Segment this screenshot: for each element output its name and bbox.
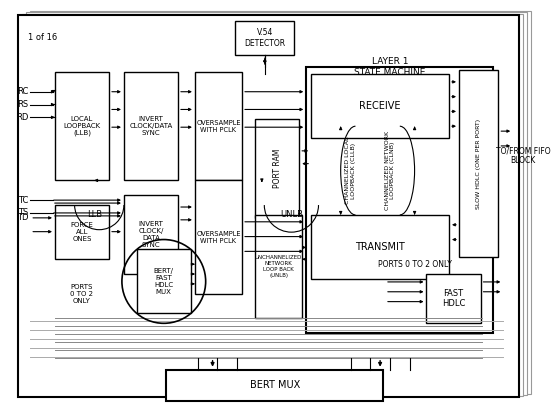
Text: UNCHANNELIZED
NETWORK
LOOP BACK
(UNLB): UNCHANNELIZED NETWORK LOOP BACK (UNLB) [255,256,302,278]
Text: BERT/
FAST
HDLC
MUX: BERT/ FAST HDLC MUX [154,268,174,295]
Text: RS: RS [17,100,28,109]
Bar [55,72,109,181]
Text: PORTS 0 TO 2 ONLY: PORTS 0 TO 2 ONLY [377,260,452,269]
Text: OVERSAMPLE
WITH PCLK: OVERSAMPLE WITH PCLK [196,120,241,133]
Text: TS: TS [18,208,28,217]
Text: RD: RD [16,113,28,122]
Text: FAST
HDLC: FAST HDLC [442,289,465,308]
Text: OVERSAMPLE
WITH PCLK: OVERSAMPLE WITH PCLK [196,231,241,244]
Text: RECEIVE: RECEIVE [359,101,401,111]
Text: INVERT
CLOCK/DATA
SYNC: INVERT CLOCK/DATA SYNC [129,116,173,136]
Bar [255,119,299,218]
Text: RC: RC [17,87,28,96]
Bar [195,72,242,181]
Text: TC: TC [18,196,28,205]
Text: CHANNELIZED LOCAL
LOOPBACK (CLLB): CHANNELIZED LOCAL LOOPBACK (CLLB) [345,137,356,204]
Text: SLOW HDLC (ONE PER PORT): SLOW HDLC (ONE PER PORT) [476,118,481,209]
Text: TO/FROM FIFO
BLOCK: TO/FROM FIFO BLOCK [496,146,551,166]
Bar [124,195,178,274]
Text: LAYER 1
STATE MACHINE: LAYER 1 STATE MACHINE [354,57,426,77]
Bar [311,215,449,279]
Text: TD: TD [17,214,28,222]
Bar [255,215,302,319]
Bar [55,205,109,259]
Text: INVERT
CLOCK/
DATA
SYNC: INVERT CLOCK/ DATA SYNC [138,221,164,248]
Text: UNLB: UNLB [280,211,303,219]
Text: LOCAL
LOOPBACK
(LLB): LOCAL LOOPBACK (LLB) [63,116,100,136]
Text: 1 of 16: 1 of 16 [28,33,58,42]
Text: CHANNELIZED NETWORK
LOOPBACK (CLNB): CHANNELIZED NETWORK LOOPBACK (CLNB) [385,131,395,210]
Text: PORT RAM: PORT RAM [273,149,281,188]
Bar [124,72,178,181]
Bar [459,70,498,257]
Bar [166,369,383,401]
Bar [306,67,493,333]
Text: TRANSMIT: TRANSMIT [355,242,405,252]
Bar [235,21,294,55]
Bar [426,274,481,323]
Bar [311,74,449,138]
Text: V.54
DETECTOR: V.54 DETECTOR [244,28,285,48]
Text: LLB: LLB [87,211,102,219]
Text: FORCE
ALL
ONES: FORCE ALL ONES [70,222,93,242]
Bar [137,249,191,314]
Text: BERT MUX: BERT MUX [250,380,300,390]
Text: PORTS
0 TO 2
ONLY: PORTS 0 TO 2 ONLY [70,284,93,304]
Bar [195,181,242,294]
